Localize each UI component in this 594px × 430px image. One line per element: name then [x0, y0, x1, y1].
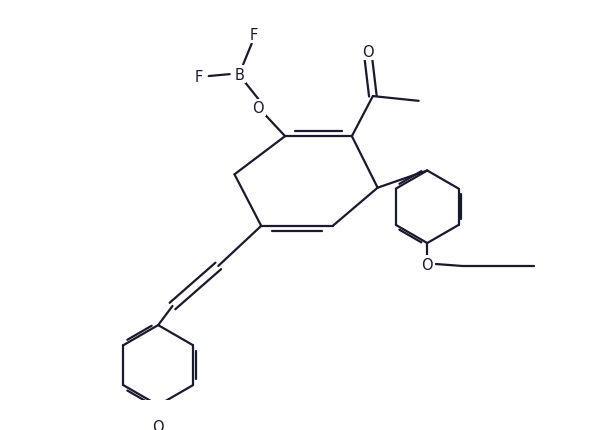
Text: O: O — [421, 257, 433, 272]
Text: O: O — [362, 45, 374, 60]
Text: B: B — [234, 68, 244, 83]
Text: F: F — [249, 28, 258, 43]
Text: F: F — [195, 69, 203, 84]
Text: O: O — [152, 419, 164, 430]
Text: O: O — [252, 101, 264, 116]
